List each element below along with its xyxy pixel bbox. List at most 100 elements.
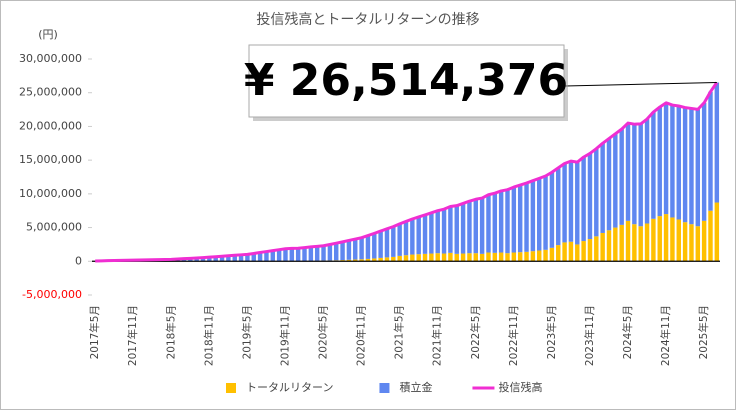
annotation-leader: [564, 82, 717, 87]
bar: [638, 123, 643, 227]
bar: [536, 178, 542, 251]
bar: [600, 232, 605, 262]
legend-swatch: [379, 383, 390, 393]
bar: [606, 138, 612, 231]
chart-title: 投信残高とトータルリターンの推移: [256, 11, 479, 28]
x-tick-label: 2017年11月: [126, 305, 139, 366]
bar: [600, 143, 605, 233]
bar: [460, 203, 466, 254]
bar: [695, 109, 701, 227]
x-tick-label: 2021年5月: [393, 305, 406, 359]
bar: [391, 226, 396, 257]
x-tick-label: 2025年5月: [697, 305, 710, 359]
bar: [505, 189, 510, 254]
legend-label: 投信残高: [498, 380, 542, 394]
bar: [314, 246, 320, 261]
bar: [245, 254, 250, 262]
bar: [575, 162, 580, 245]
x-tick-label: 2020年5月: [317, 305, 330, 359]
bar: [492, 193, 498, 253]
bar: [410, 219, 415, 255]
bar: [340, 241, 345, 261]
bar: [644, 119, 650, 224]
bar: [670, 105, 675, 218]
y-tick-label: 0: [75, 254, 82, 267]
bar: [391, 256, 396, 262]
bar: [524, 251, 529, 262]
bar: [556, 167, 561, 246]
x-tick-label: 2019年11月: [278, 305, 291, 366]
bar: [581, 241, 586, 262]
bar: [226, 255, 231, 262]
bar: [556, 245, 561, 262]
x-tick-label: 2021年11月: [431, 305, 444, 366]
bar: [689, 224, 694, 262]
bar: [651, 112, 656, 219]
bar: [448, 252, 453, 262]
bar: [219, 256, 225, 262]
bar: [441, 253, 447, 262]
bar: [359, 259, 364, 262]
bar: [473, 199, 478, 254]
bar: [353, 259, 358, 262]
bar: [714, 202, 720, 262]
bar: [213, 256, 218, 262]
y-tick-label: 30,000,000: [19, 52, 82, 65]
bar: [682, 107, 688, 223]
bar: [562, 163, 567, 243]
bar: [644, 223, 650, 262]
legend-label: トータルリターン: [246, 381, 333, 394]
bar: [264, 251, 269, 262]
x-tick-label: 2024年11月: [659, 305, 672, 366]
bar: [530, 251, 536, 262]
bar: [308, 246, 314, 261]
bar: [365, 258, 371, 262]
bar: [511, 252, 517, 262]
bar: [695, 226, 701, 262]
bar: [689, 108, 694, 225]
bar: [676, 105, 681, 220]
x-tick-label: 2023年11月: [583, 305, 596, 366]
bar: [422, 253, 428, 262]
bar: [353, 239, 358, 260]
bar: [701, 102, 707, 221]
bar: [619, 224, 624, 262]
bar: [708, 91, 713, 211]
bar: [543, 175, 548, 250]
bar: [302, 247, 307, 262]
bar: [543, 249, 548, 262]
bar: [257, 252, 263, 262]
x-tick-label: 2018年5月: [164, 305, 177, 359]
bar: [378, 257, 383, 262]
x-tick-label: 2019年5月: [240, 305, 253, 359]
bar: [403, 221, 409, 256]
bar: [638, 226, 643, 262]
bar: [429, 212, 434, 254]
annotation-box: [248, 44, 565, 118]
bar: [663, 214, 669, 262]
bar: [663, 102, 669, 215]
bar: [334, 243, 339, 261]
bar: [435, 253, 440, 262]
x-tick-label: 2018年11月: [202, 305, 215, 366]
bar: [562, 242, 567, 262]
bar: [594, 236, 599, 262]
bar: [682, 222, 688, 262]
y-tick-label: -5,000,000: [22, 288, 82, 301]
bar: [517, 185, 523, 253]
bar: [581, 157, 586, 242]
bar: [479, 198, 485, 254]
bar: [505, 253, 510, 262]
bar: [207, 257, 212, 262]
x-tick-label: 2022年11月: [507, 305, 520, 366]
bar: [283, 248, 288, 261]
bar: [613, 133, 618, 228]
bar: [708, 210, 713, 262]
bar: [378, 231, 383, 258]
bar: [619, 129, 624, 225]
bar: [422, 214, 428, 254]
bar: [549, 172, 555, 248]
y-tick-label: 10,000,000: [19, 187, 82, 200]
bar: [321, 245, 326, 261]
